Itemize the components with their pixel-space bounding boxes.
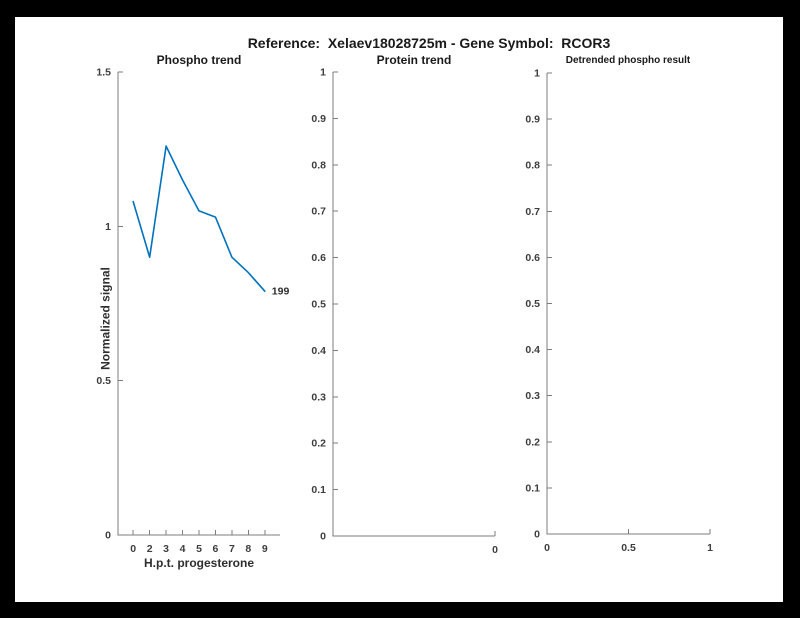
detrended-phospho-result-y-tick-label: 0.4 <box>525 344 540 356</box>
figure-canvas: Reference: Xelaev18028725m - Gene Symbol… <box>15 17 783 602</box>
protein-trend-y-tick-label: 0.8 <box>311 159 326 171</box>
protein-trend-y-tick-label: 0.3 <box>311 391 326 403</box>
detrended-phospho-result-y-tick-label: 1 <box>534 68 540 80</box>
phospho-trend-y-tick-label: 0.5 <box>96 375 111 387</box>
protein-trend-y-tick-label: 0.9 <box>311 113 326 125</box>
phospho-trend-title: Phospho trend <box>156 53 242 67</box>
phospho-trend-x-tick-label: 4 <box>180 543 186 555</box>
phospho-trend-y-tick-label: 1 <box>105 221 111 233</box>
detrended-phospho-result-x-tick-label: 0 <box>544 542 550 554</box>
protein-trend-y-tick-label: 0.1 <box>311 484 326 496</box>
detrended-phospho-result-y-tick-label: 0.7 <box>525 206 540 218</box>
phospho-trend-x-tick-label: 5 <box>196 543 202 555</box>
detrended-phospho-result-y-tick-label: 0.9 <box>525 114 540 126</box>
phospho-trend-end-annotation: 199 <box>272 286 290 298</box>
detrended-phospho-result-y-tick-label: 0.1 <box>525 482 540 494</box>
protein-trend-y-tick-label: 0.5 <box>311 299 326 311</box>
figure-title: Reference: Xelaev18028725m - Gene Symbol… <box>247 35 611 51</box>
detrended-phospho-result-y-tick-label: 0 <box>534 529 540 541</box>
phospho-trend-x-tick-label: 2 <box>147 543 153 555</box>
phospho-trend-x-tick-label: 8 <box>245 543 251 555</box>
protein-trend-y-tick-label: 0.6 <box>311 252 326 264</box>
detrended-phospho-result-x-tick-label: 1 <box>707 542 713 554</box>
detrended-phospho-result-y-tick-label: 0.5 <box>525 298 540 310</box>
protein-trend-y-tick-label: 1 <box>320 67 326 79</box>
detrended-phospho-result-axes <box>546 73 710 535</box>
protein-trend-x-tick-label: 0 <box>492 544 498 556</box>
detrended-phospho-result-y-tick-label: 0.3 <box>525 390 540 402</box>
phospho-trend-y-tick-label: 0 <box>105 530 111 542</box>
protein-trend-y-tick-label: 0 <box>320 531 326 543</box>
phospho-trend-line-series <box>132 145 266 293</box>
phospho-trend-x-tick-label: 3 <box>163 543 169 555</box>
phospho-trend-x-tick-label: 6 <box>213 543 219 555</box>
phospho-trend-y-tick-label: 1.5 <box>96 67 111 79</box>
protein-trend-axes <box>332 72 495 537</box>
phospho-trend-x-tick-label: 0 <box>130 543 136 555</box>
detrended-phospho-result-title: Detrended phospho result <box>565 55 691 66</box>
detrended-phospho-result-x-tick-label: 0.5 <box>621 542 636 554</box>
phospho-trend-axes <box>117 72 280 536</box>
detrended-phospho-result-y-tick-label: 0.6 <box>525 252 540 264</box>
phospho-trend-x-tick-label: 7 <box>229 543 235 555</box>
detrended-phospho-result-y-tick-label: 0.2 <box>525 436 540 448</box>
protein-trend-y-tick-label: 0.4 <box>311 345 326 357</box>
phospho-trend-x-tick-label: 9 <box>262 543 268 555</box>
protein-trend-title: Protein trend <box>376 53 452 67</box>
phospho-trend-x-axis-label: H.p.t. progesterone <box>143 556 254 570</box>
detrended-phospho-result-y-tick-label: 0.8 <box>525 160 540 172</box>
protein-trend-y-tick-label: 0.7 <box>311 206 326 218</box>
protein-trend-y-tick-label: 0.2 <box>311 438 326 450</box>
